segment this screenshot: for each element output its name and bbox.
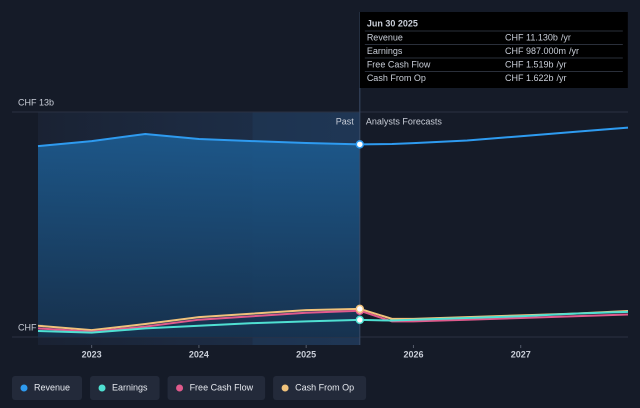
- legend-swatch: [98, 384, 106, 392]
- hover-marker: [355, 304, 365, 314]
- tooltip-value: CHF 1.622b: [505, 73, 554, 83]
- legend-label: Earnings: [112, 382, 148, 392]
- hover-marker: [355, 315, 365, 325]
- legend-item[interactable]: Free Cash Flow: [167, 376, 266, 400]
- forecast-label: Analysts Forecasts: [366, 116, 443, 126]
- y-tick-label: CHF 13b: [18, 97, 54, 107]
- legend-box: [273, 376, 367, 400]
- tooltip-label: Earnings: [367, 46, 403, 56]
- tooltip-unit: /yr: [569, 46, 579, 56]
- legend-swatch: [176, 384, 184, 392]
- legend-item[interactable]: Earnings: [90, 376, 160, 400]
- legend-box: [167, 376, 266, 400]
- tooltip-unit: /yr: [557, 73, 567, 83]
- tooltip-value: CHF 1.519b: [505, 59, 554, 69]
- x-tick-label: 2024: [189, 349, 209, 359]
- tooltip-unit: /yr: [561, 32, 571, 42]
- tooltip-title: Jun 30 2025: [367, 18, 418, 28]
- legend-swatch: [20, 384, 28, 392]
- legend-item[interactable]: Revenue: [12, 376, 83, 400]
- x-tick-label: 2023: [82, 349, 102, 359]
- tooltip-label: Cash From Op: [367, 73, 426, 83]
- legend-label: Free Cash Flow: [190, 382, 254, 392]
- hover-marker: [355, 140, 365, 149]
- revenue-area: [38, 133, 360, 337]
- legend-box: [12, 376, 83, 400]
- past-label: Past: [336, 116, 355, 126]
- x-tick-label: 2027: [511, 349, 531, 359]
- y-tick-label: CHF 0: [18, 322, 44, 332]
- legend-item[interactable]: Cash From Op: [273, 376, 367, 400]
- x-tick-label: 2026: [403, 349, 423, 359]
- x-tick-label: 2025: [296, 349, 316, 359]
- tooltip: [359, 12, 628, 88]
- legend-swatch: [281, 384, 289, 392]
- tooltip-label: Revenue: [367, 32, 403, 42]
- legend-label: Revenue: [34, 382, 70, 392]
- tooltip-value: CHF 11.130b: [505, 32, 558, 42]
- tooltip-label: Free Cash Flow: [367, 59, 431, 69]
- legend-box: [90, 376, 160, 400]
- tooltip-value: CHF 987.000m: [505, 46, 566, 56]
- legend-label: Cash From Op: [295, 382, 354, 392]
- tooltip-unit: /yr: [557, 59, 567, 69]
